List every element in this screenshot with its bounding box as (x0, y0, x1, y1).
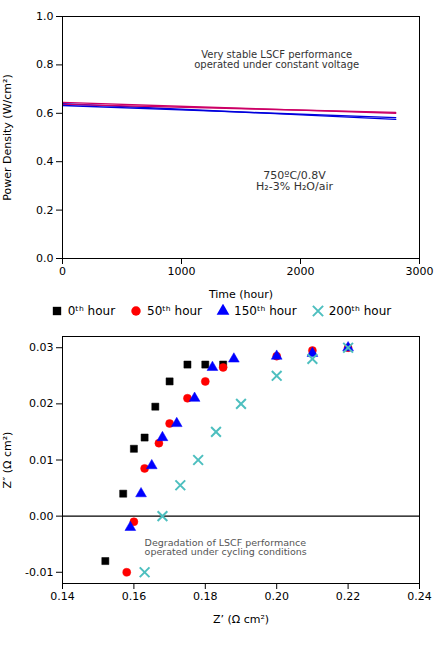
svg-text:0.6: 0.6 (36, 107, 54, 120)
svg-text:Very stable LSCF performanceop: Very stable LSCF performanceoperated und… (194, 49, 359, 70)
svg-text:0.03: 0.03 (29, 341, 54, 354)
svg-text:0: 0 (59, 265, 66, 278)
svg-text:0.24: 0.24 (407, 590, 432, 603)
html-text:200ᵗʰ hour: 200ᵗʰ hour (328, 304, 392, 318)
html-text:150ᵗʰ hour: 150ᵗʰ hour (234, 304, 297, 318)
svg-text:Z’ (Ω cm²): Z’ (Ω cm²) (213, 613, 269, 626)
svg-text:0.20: 0.20 (264, 590, 289, 603)
svg-text:Power Density (W/cm²): Power Density (W/cm²) (1, 74, 14, 200)
svg-text:0.02: 0.02 (29, 397, 54, 410)
svg-text:Time (hour): Time (hour) (208, 288, 273, 301)
svg-text:0.0: 0.0 (36, 252, 54, 265)
svg-text:1.0: 1.0 (36, 10, 54, 23)
html-text:0ᵗʰ hour: 0ᵗʰ hour (67, 304, 116, 318)
svg-text:Degradation of LSCF performanc: Degradation of LSCF performanceoperated … (145, 537, 307, 558)
svg-text:2000: 2000 (287, 265, 315, 278)
svg-text:0.18: 0.18 (193, 590, 218, 603)
svg-text:3000: 3000 (406, 265, 434, 278)
svg-text:0.01: 0.01 (29, 454, 54, 467)
svg-text:0.22: 0.22 (336, 590, 361, 603)
svg-text:-0.01: -0.01 (25, 566, 53, 579)
svg-text:Z″ (Ω cm²): Z″ (Ω cm²) (1, 432, 14, 489)
svg-text:0.00: 0.00 (29, 510, 54, 523)
svg-text:0.8: 0.8 (36, 58, 54, 71)
svg-text:1000: 1000 (168, 265, 196, 278)
html-text:50ᵗʰ hour: 50ᵗʰ hour (147, 304, 202, 318)
svg-text:0.2: 0.2 (36, 204, 54, 217)
svg-text:0.14: 0.14 (50, 590, 75, 603)
svg-text:0.16: 0.16 (122, 590, 147, 603)
svg-text:750ºC/0.8VH₂-3% H₂O/air: 750ºC/0.8VH₂-3% H₂O/air (256, 169, 333, 193)
svg-text:0.4: 0.4 (36, 155, 54, 168)
